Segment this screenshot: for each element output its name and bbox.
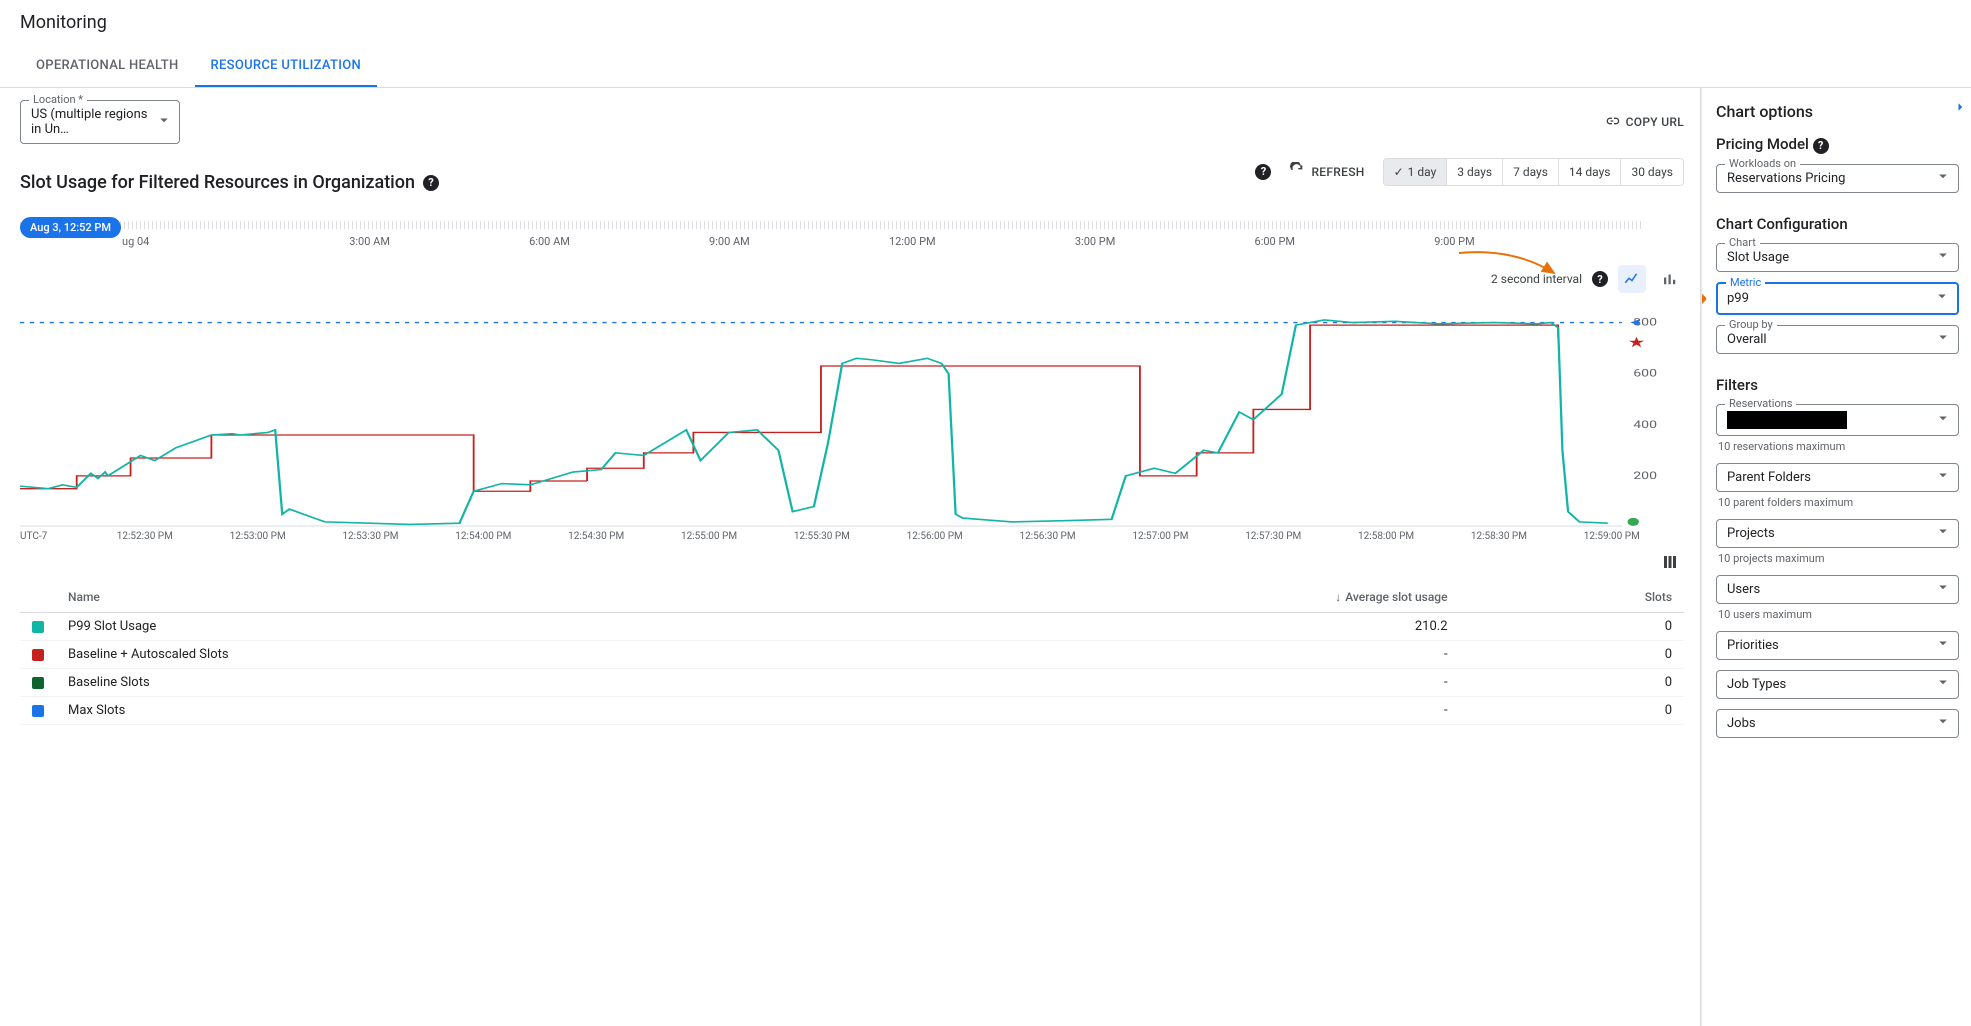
- range-14days[interactable]: 14 days: [1558, 159, 1621, 185]
- projects-hint: 10 projects maximum: [1718, 552, 1959, 565]
- timeline-scrubber[interactable]: Aug 3, 12:52 PM ug 04 3:00 AM6:00 AM9:00…: [20, 221, 1684, 255]
- help-icon[interactable]: ?: [1255, 164, 1271, 180]
- chevron-down-icon: [1934, 673, 1952, 695]
- chart-title: Slot Usage for Filtered Resources in Org…: [20, 172, 415, 193]
- chevron-down-icon: [1934, 328, 1952, 350]
- interval-label: 2 second interval: [1491, 272, 1582, 286]
- timeline-chip[interactable]: Aug 3, 12:52 PM: [20, 217, 121, 238]
- reservations-filter[interactable]: Reservations: [1716, 404, 1959, 436]
- svg-text:★: ★: [1628, 335, 1646, 351]
- tab-bar: OPERATIONAL HEALTH RESOURCE UTILIZATION: [0, 46, 1971, 88]
- chevron-down-icon: [1934, 466, 1952, 488]
- users-hint: 10 users maximum: [1718, 608, 1959, 621]
- location-select[interactable]: Location * US (multiple regions in Un…: [20, 100, 180, 144]
- series-swatch: [32, 649, 44, 661]
- series-swatch: [32, 621, 44, 633]
- timeline-ticks: 3:00 AM6:00 AM9:00 AM12:00 PM3:00 PM6:00…: [20, 235, 1644, 248]
- chevron-down-icon: [1934, 634, 1952, 656]
- table-row[interactable]: Baseline + Autoscaled Slots - 0: [20, 641, 1684, 669]
- series-name: Baseline Slots: [56, 669, 863, 697]
- help-icon[interactable]: ?: [1813, 138, 1829, 154]
- priorities-filter[interactable]: Priorities: [1716, 631, 1959, 660]
- page-title: Monitoring: [0, 0, 1971, 46]
- col-slots[interactable]: Slots: [1460, 582, 1684, 613]
- range-7days[interactable]: 7 days: [1502, 159, 1558, 185]
- series-slots: 0: [1460, 669, 1684, 697]
- series-slots: 0: [1460, 613, 1684, 641]
- parent-folders-hint: 10 parent folders maximum: [1718, 496, 1959, 509]
- chevron-down-icon: [1934, 712, 1952, 734]
- collapse-panel-icon[interactable]: [1951, 98, 1969, 120]
- chevron-down-icon: [155, 111, 173, 133]
- series-swatch: [32, 705, 44, 717]
- series-name: Baseline + Autoscaled Slots: [56, 641, 863, 669]
- groupby-select[interactable]: Group by Overall: [1716, 325, 1959, 354]
- parent-folders-filter[interactable]: Parent Folders: [1716, 463, 1959, 492]
- chevron-down-icon: [1934, 522, 1952, 544]
- slot-usage-chart[interactable]: 800600400200★: [20, 297, 1684, 527]
- help-icon[interactable]: ?: [423, 175, 439, 191]
- annotation-arrow-icon: ➜: [1701, 284, 1708, 314]
- metric-select[interactable]: Metric p99: [1716, 282, 1959, 315]
- refresh-button[interactable]: REFRESH: [1289, 162, 1364, 181]
- reservations-hint: 10 reservations maximum: [1718, 440, 1959, 453]
- series-swatch: [32, 677, 44, 689]
- jobs-filter[interactable]: Jobs: [1716, 709, 1959, 738]
- copy-url-button[interactable]: COPY URL: [1604, 113, 1684, 132]
- chevron-down-icon: [1934, 578, 1952, 600]
- chevron-down-icon: [1934, 246, 1952, 268]
- line-chart-toggle[interactable]: [1618, 265, 1646, 293]
- sort-down-icon: ↓: [1335, 590, 1341, 604]
- pricing-model-heading: Pricing Model: [1716, 135, 1809, 153]
- link-icon: [1604, 113, 1620, 132]
- chevron-down-icon: [1934, 409, 1952, 431]
- location-value: US (multiple regions in Un…: [31, 107, 148, 137]
- series-avg: -: [863, 641, 1459, 669]
- chart-options-title: Chart options: [1716, 102, 1959, 121]
- chart-x-axis: UTC-712:52:30 PM12:53:00 PM12:53:30 PM12…: [20, 531, 1684, 542]
- range-30days[interactable]: 30 days: [1620, 159, 1683, 185]
- legend-table: Name ↓Average slot usage Slots P99 Slot …: [20, 582, 1684, 725]
- chevron-down-icon: [1933, 287, 1951, 309]
- series-name: P99 Slot Usage: [56, 613, 863, 641]
- timeline-track: [20, 221, 1644, 229]
- table-row[interactable]: Baseline Slots - 0: [20, 669, 1684, 697]
- svg-text:600: 600: [1633, 368, 1657, 379]
- projects-filter[interactable]: Projects: [1716, 519, 1959, 548]
- range-3days[interactable]: 3 days: [1446, 159, 1502, 185]
- chart-config-heading: Chart Configuration: [1716, 215, 1959, 233]
- job-types-filter[interactable]: Job Types: [1716, 670, 1959, 699]
- chart-select[interactable]: Chart Slot Usage: [1716, 243, 1959, 272]
- series-slots: 0: [1460, 697, 1684, 725]
- chevron-down-icon: [1934, 167, 1952, 189]
- refresh-icon: [1289, 162, 1305, 181]
- series-avg: -: [863, 697, 1459, 725]
- workloads-select[interactable]: Workloads on Reservations Pricing: [1716, 164, 1959, 193]
- columns-icon[interactable]: [1656, 548, 1684, 576]
- check-icon: ✓: [1394, 165, 1404, 179]
- series-avg: -: [863, 669, 1459, 697]
- help-icon[interactable]: ?: [1592, 271, 1608, 287]
- svg-text:400: 400: [1633, 419, 1657, 430]
- bar-chart-toggle[interactable]: [1656, 265, 1684, 293]
- col-name[interactable]: Name: [56, 582, 863, 613]
- col-avg[interactable]: ↓Average slot usage: [863, 582, 1459, 613]
- filters-heading: Filters: [1716, 376, 1959, 394]
- series-avg: 210.2: [863, 613, 1459, 641]
- tab-resource-utilization[interactable]: RESOURCE UTILIZATION: [195, 46, 377, 87]
- table-row[interactable]: Max Slots - 0: [20, 697, 1684, 725]
- location-label: Location *: [29, 93, 87, 106]
- users-filter[interactable]: Users: [1716, 575, 1959, 604]
- redacted-value: [1727, 411, 1847, 429]
- tab-operational-health[interactable]: OPERATIONAL HEALTH: [20, 46, 195, 87]
- series-slots: 0: [1460, 641, 1684, 669]
- series-name: Max Slots: [56, 697, 863, 725]
- range-1day[interactable]: ✓1 day: [1384, 159, 1447, 185]
- table-row[interactable]: P99 Slot Usage 210.2 0: [20, 613, 1684, 641]
- time-range-selector: ✓1 day 3 days 7 days 14 days 30 days: [1383, 158, 1684, 186]
- svg-text:200: 200: [1633, 470, 1657, 481]
